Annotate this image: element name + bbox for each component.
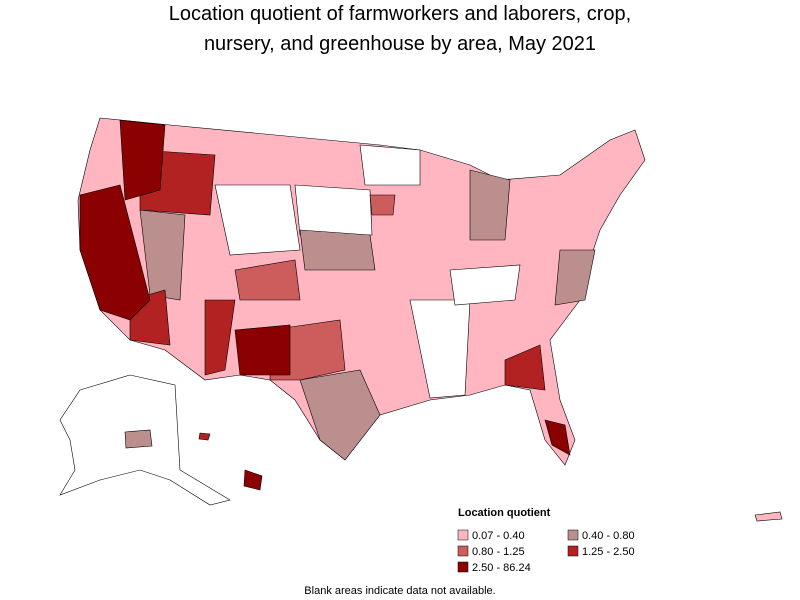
legend-label: 1.25 - 2.50 [582,546,635,558]
legend-label: 0.07 - 0.40 [472,530,525,542]
note: Blank areas indicate data not available. [304,585,495,597]
map-area [234,259,301,301]
map-area [204,299,236,376]
legend-label: 2.50 - 86.24 [472,562,531,574]
map-area [198,432,211,441]
map-area [234,324,291,376]
legend-swatch [567,529,579,541]
map-area [294,184,373,236]
map-area [124,429,153,449]
map-area [554,249,596,306]
map-area [299,229,376,271]
map-area [214,184,301,256]
map-area [79,184,151,321]
title-line: Location quotient of farmworkers and lab… [169,3,631,25]
map-area [299,369,381,461]
legend-swatch [457,545,469,557]
map-area [243,469,263,491]
legend-label: 0.80 - 1.25 [472,546,525,558]
map-area [449,264,521,306]
map-area [754,511,783,522]
legend-swatch [457,561,469,573]
map-area [139,209,186,301]
map-area [409,299,471,399]
map [59,117,783,522]
map-area [544,419,571,456]
map-area [119,119,166,201]
map-area [469,169,511,241]
legend-label: 0.40 - 0.80 [582,530,635,542]
legend-swatch [567,545,579,557]
map-area [369,194,396,216]
legend-title: Location quotient [458,507,551,519]
legend-swatch [457,529,469,541]
map-area [504,344,546,391]
legend: Location quotient 0.07 - 0.40 0.40 - 0.80… [457,507,635,574]
title-line: nursery, and greenhouse by area, May 202… [204,33,596,55]
map-area [359,144,421,186]
